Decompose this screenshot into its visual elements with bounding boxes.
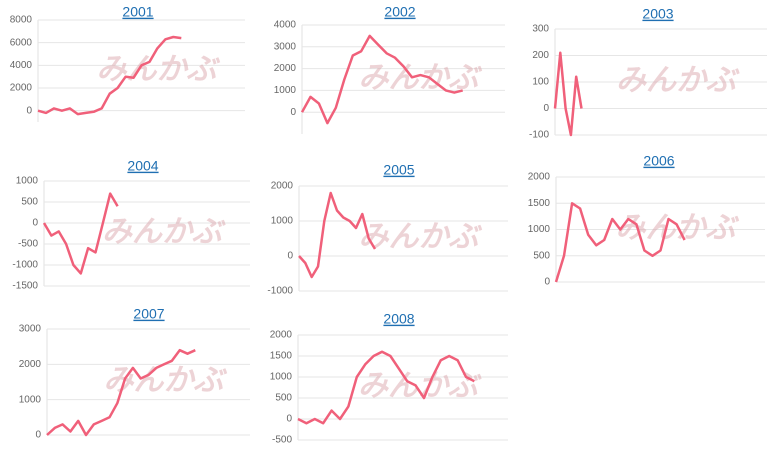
y-tick-label: 2000 (274, 63, 297, 74)
y-tick-label: -100 (529, 130, 549, 141)
y-tick-label: 1500 (528, 198, 551, 209)
data-line (42, 192, 119, 275)
watermark: みんかぶ (359, 220, 483, 253)
y-tick-label: 500 (533, 250, 550, 261)
y-tick-label: 0 (290, 107, 296, 118)
chart-title[interactable]: 2008 (383, 311, 414, 327)
y-tick-label: 0 (26, 105, 32, 116)
y-tick-label: 8000 (10, 15, 33, 26)
data-line (554, 202, 686, 283)
chart-title[interactable]: 2001 (122, 4, 153, 20)
data-line (297, 350, 475, 425)
y-tick-label: 2000 (270, 330, 293, 341)
y-tick-label: 1000 (274, 85, 297, 96)
y-tick-label: 0 (286, 414, 292, 425)
y-tick-label: -1500 (12, 281, 38, 292)
chart-title[interactable]: 2003 (642, 6, 673, 22)
watermark: みんかぶ (616, 64, 740, 97)
y-tick-label: 4000 (10, 60, 33, 71)
y-tick-label: 0 (32, 218, 38, 229)
y-tick-label: -1000 (267, 286, 293, 297)
y-tick-label: 0 (544, 277, 550, 288)
y-tick-label: 6000 (10, 37, 33, 48)
y-tick-label: 0 (287, 251, 293, 262)
y-tick-label: 3000 (274, 41, 297, 52)
chart-title[interactable]: 2002 (384, 4, 415, 20)
y-tick-label: 0 (35, 430, 41, 441)
chart-title[interactable]: 2004 (127, 158, 158, 174)
chart-title[interactable]: 2007 (133, 306, 164, 322)
y-tick-label: 200 (532, 50, 549, 61)
y-tick-label: 500 (275, 393, 292, 404)
data-line (46, 348, 196, 437)
y-tick-label: 2000 (528, 172, 551, 183)
y-tick-label: -500 (18, 239, 38, 250)
data-line (298, 191, 377, 279)
y-tick-label: -1000 (12, 260, 38, 271)
data-line (300, 34, 464, 125)
y-tick-label: 1000 (16, 176, 39, 187)
y-tick-label: 500 (21, 197, 38, 208)
y-tick-label: 2000 (10, 83, 33, 94)
watermark: みんかぶ (359, 61, 483, 94)
y-tick-label: 300 (532, 24, 549, 35)
y-tick-label: 1000 (270, 372, 293, 383)
y-tick-label: 4000 (274, 20, 297, 31)
watermark: みんかぶ (97, 53, 221, 86)
y-tick-label: 100 (532, 77, 549, 88)
y-tick-label: -500 (272, 435, 292, 446)
y-tick-label: 1000 (271, 216, 294, 227)
chart-title[interactable]: 2005 (383, 162, 414, 178)
y-tick-label: 1500 (270, 351, 293, 362)
y-tick-label: 2000 (19, 359, 42, 370)
y-tick-label: 2000 (271, 181, 294, 192)
chart-title[interactable]: 2006 (643, 153, 674, 169)
y-tick-label: 3000 (19, 324, 42, 335)
data-line (37, 35, 182, 116)
y-tick-label: 1000 (528, 224, 551, 235)
data-line (553, 51, 583, 137)
y-tick-label: 0 (543, 103, 549, 114)
watermark: みんかぶ (102, 215, 226, 248)
y-tick-label: 1000 (19, 394, 42, 405)
watermark: みんかぶ (358, 369, 482, 402)
